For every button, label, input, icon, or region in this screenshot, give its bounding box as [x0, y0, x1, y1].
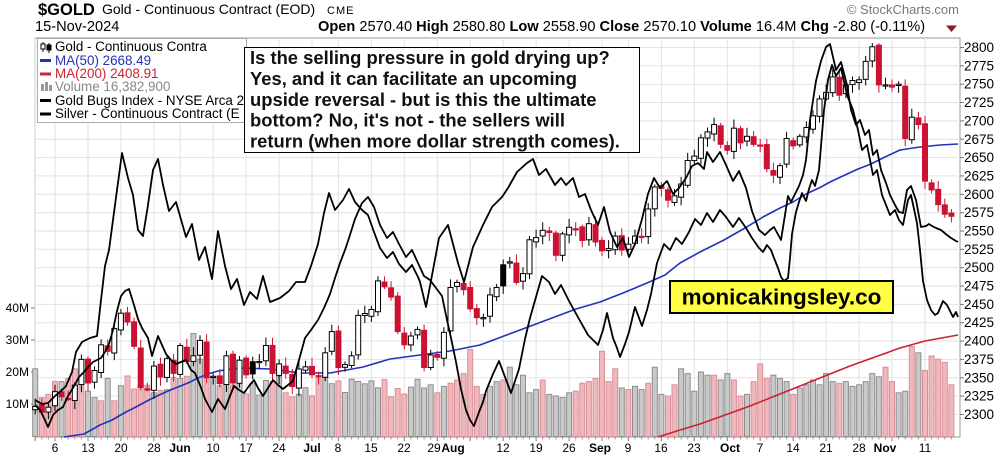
svg-text:2500: 2500 [964, 260, 994, 275]
svg-text:40M: 40M [6, 301, 29, 315]
svg-text:$GOLD: $GOLD [38, 1, 95, 19]
svg-text:MA(200) 2408.91: MA(200) 2408.91 [55, 66, 158, 81]
svg-text:2350: 2350 [964, 370, 994, 385]
svg-text:monicakingsley.co: monicakingsley.co [682, 285, 882, 310]
svg-text:28: 28 [852, 441, 866, 455]
svg-text:Jul: Jul [303, 441, 320, 455]
svg-text:2550: 2550 [964, 224, 994, 239]
svg-text:2600: 2600 [964, 187, 994, 202]
svg-text:17: 17 [239, 441, 253, 455]
svg-text:Is the selling pressure in gol: Is the selling pressure in gold drying u… [250, 47, 610, 68]
svg-text:22: 22 [397, 441, 411, 455]
svg-text:2625: 2625 [964, 168, 994, 183]
svg-text:Nov: Nov [874, 441, 897, 455]
svg-text:9: 9 [625, 441, 632, 455]
svg-text:2450: 2450 [964, 297, 994, 312]
svg-text:bottom? No, it's not - the sel: bottom? No, it's not - the sellers will [250, 110, 565, 131]
svg-text:2725: 2725 [964, 95, 994, 110]
svg-text:Volume 16,382,900: Volume 16,382,900 [55, 79, 170, 94]
svg-text:upside reversal - but is this: upside reversal - but is this the ultima… [250, 89, 596, 110]
svg-text:2300: 2300 [964, 407, 994, 422]
svg-text:© StockCharts.com: © StockCharts.com [847, 2, 959, 17]
svg-text:Gold Bugs Index - NYSE Arca 2: Gold Bugs Index - NYSE Arca 2 [55, 93, 244, 108]
svg-text:MA(50) 2668.49: MA(50) 2668.49 [55, 53, 151, 68]
svg-text:2775: 2775 [964, 58, 994, 73]
svg-text:2425: 2425 [964, 315, 994, 330]
svg-text:20M: 20M [6, 365, 29, 379]
svg-text:11: 11 [919, 441, 932, 455]
svg-text:2400: 2400 [964, 334, 994, 349]
svg-text:15: 15 [364, 441, 378, 455]
svg-text:29: 29 [427, 441, 441, 455]
svg-text:2375: 2375 [964, 352, 994, 367]
svg-text:24: 24 [272, 441, 286, 455]
svg-text:Oct: Oct [720, 441, 740, 455]
svg-text:Jun: Jun [169, 441, 190, 455]
svg-text:2800: 2800 [964, 40, 994, 55]
svg-text:10: 10 [206, 441, 220, 455]
svg-text:12: 12 [496, 441, 510, 455]
svg-text:30M: 30M [6, 333, 29, 347]
svg-text:16: 16 [654, 441, 668, 455]
svg-text:8: 8 [335, 441, 342, 455]
svg-text:10M: 10M [6, 397, 29, 411]
svg-text:Silver - Continuous Contract (: Silver - Continuous Contract (E [55, 106, 240, 121]
svg-text:20: 20 [114, 441, 128, 455]
svg-text:13: 13 [81, 441, 95, 455]
svg-text:21: 21 [819, 441, 833, 455]
svg-text:2675: 2675 [964, 132, 994, 147]
svg-text:6: 6 [52, 441, 59, 455]
svg-text:2525: 2525 [964, 242, 994, 257]
svg-text:Gold - Continuous Contract (EO: Gold - Continuous Contract (EOD) [102, 1, 315, 17]
svg-text:26: 26 [562, 441, 576, 455]
svg-text:19: 19 [529, 441, 543, 455]
svg-text:return (when more dollar stren: return (when more dollar strength comes)… [250, 131, 620, 152]
svg-text:14: 14 [786, 441, 800, 455]
svg-text:Aug: Aug [441, 441, 464, 455]
svg-text:2575: 2575 [964, 205, 994, 220]
svg-text:15-Nov-2024: 15-Nov-2024 [35, 19, 119, 35]
svg-text:2475: 2475 [964, 279, 994, 294]
svg-text:7: 7 [757, 441, 764, 455]
svg-text:Yes, and it can facilitate an: Yes, and it can facilitate an upcoming [250, 68, 577, 89]
svg-text:CME: CME [327, 5, 354, 17]
svg-text:2650: 2650 [964, 150, 994, 165]
svg-text:2750: 2750 [964, 77, 994, 92]
svg-text:Sep: Sep [589, 441, 611, 455]
svg-text:Open 2570.40 High 2580.80 Lo: Open 2570.40 High 2580.80 Low 2558.90 Cl… [318, 19, 925, 35]
svg-text:23: 23 [687, 441, 701, 455]
svg-text:28: 28 [147, 441, 161, 455]
svg-text:Gold - Continuous Contra: Gold - Continuous Contra [55, 39, 207, 54]
svg-text:2700: 2700 [964, 113, 994, 128]
svg-text:2325: 2325 [964, 389, 994, 404]
